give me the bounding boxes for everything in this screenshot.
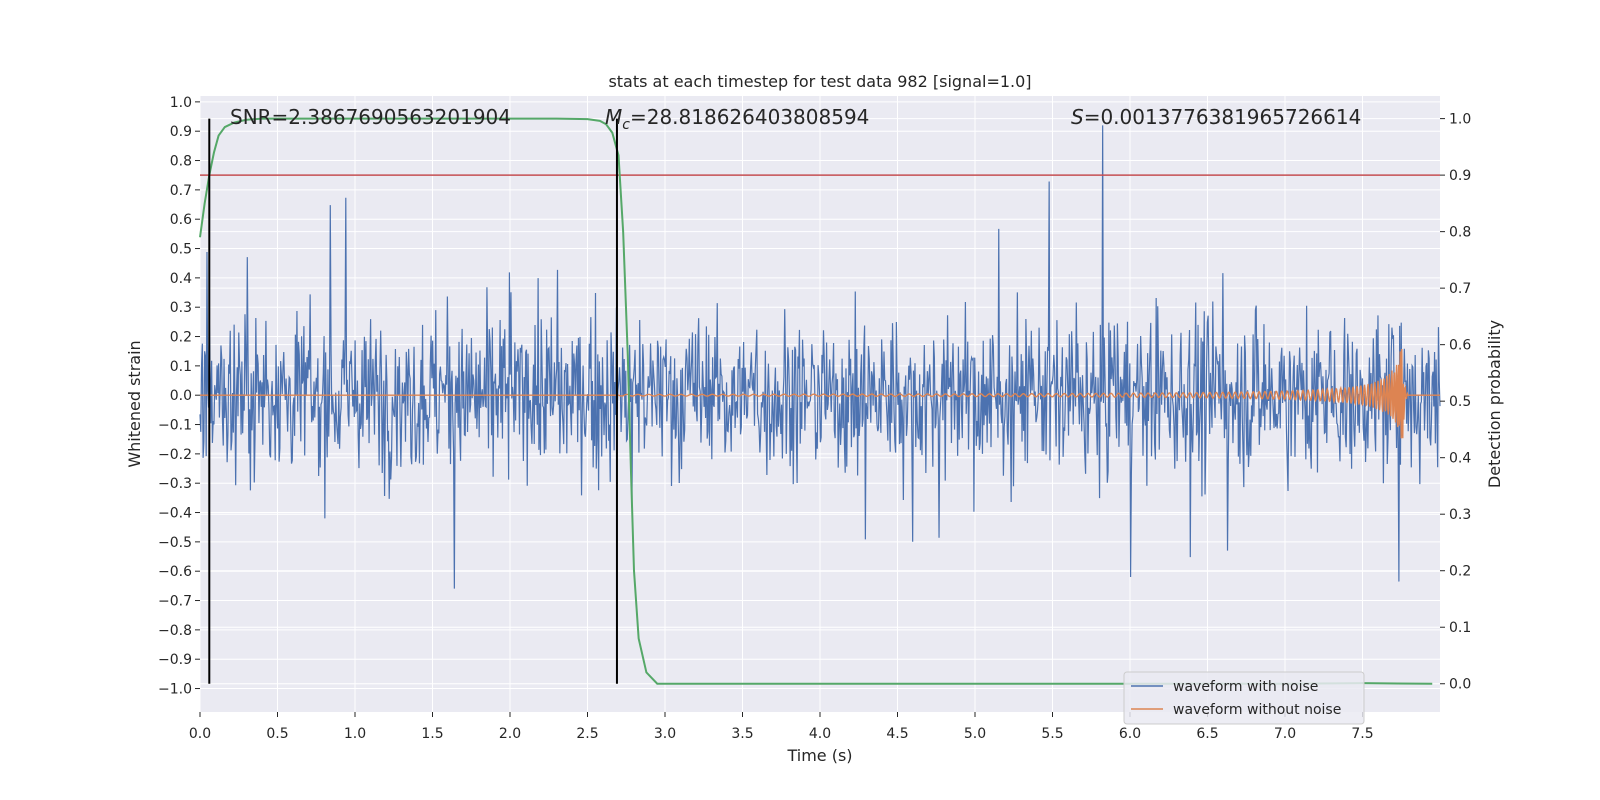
y-right-tick-label: 0.0 [1449, 677, 1471, 693]
y-tick-labels-right: 1.0 0.9 0.8 0.7 0.6 0.5 0.4 0.3 0.2 0.1 0.0 [1440, 112, 1471, 693]
x-tick-label: 1.0 [344, 726, 366, 742]
x-tick-label: 7.0 [1274, 726, 1296, 742]
series-waveform-with-noise [199, 125, 1441, 589]
y-tick-label: 0.9 [170, 124, 192, 140]
y-tick-label: −1.0 [158, 682, 192, 698]
chirp-mass-annotation: Mc=28.818626403808594 [605, 105, 869, 133]
series-detection-probability [199, 117, 1433, 685]
y-tick-label: 0.3 [170, 300, 192, 316]
y-axis-label-left: Whitened strain [125, 340, 144, 467]
y-tick-label: 0.6 [170, 212, 192, 228]
y-right-tick-label: 0.4 [1449, 451, 1471, 467]
detection-probability-path [199, 117, 1433, 685]
y-tick-label: −0.1 [158, 418, 192, 434]
x-tick-label: 3.5 [731, 726, 753, 742]
y-tick-label: −0.8 [158, 623, 192, 639]
y-right-tick-label: 0.9 [1449, 168, 1471, 184]
y-tick-label: 1.0 [170, 95, 192, 111]
s-annotation: S=0.0013776381965726614 [1071, 105, 1361, 129]
y-tick-label: 0.2 [170, 330, 192, 346]
y-tick-label: 0.1 [170, 359, 192, 375]
y-right-tick-label: 0.6 [1449, 338, 1471, 354]
y-right-tick-label: 1.0 [1449, 112, 1471, 128]
legend: waveform with noise waveform without noi… [1123, 671, 1365, 725]
y-right-tick-label: 0.3 [1449, 507, 1471, 523]
x-tick-label: 0.0 [189, 726, 211, 742]
x-tick-label: 7.5 [1351, 726, 1373, 742]
x-tick-label: 6.0 [1119, 726, 1141, 742]
noise-waveform-path [199, 125, 1441, 589]
y-tick-label: 0.8 [170, 154, 192, 170]
x-axis-label: Time (s) [786, 746, 852, 765]
x-tick-label: 5.0 [964, 726, 986, 742]
y-tick-label: 0.4 [170, 271, 192, 287]
legend-label-noise: waveform with noise [1173, 679, 1318, 695]
chirp-waveform-path [200, 348, 1440, 439]
chart-title: stats at each timestep for test data 982… [608, 72, 1031, 91]
y-tick-label: −0.3 [158, 476, 192, 492]
x-tick-label: 6.5 [1196, 726, 1218, 742]
x-tick-label: 1.5 [421, 726, 443, 742]
x-tick-label: 3.0 [654, 726, 676, 742]
x-tick-label: 2.5 [576, 726, 598, 742]
legend-box [1123, 671, 1365, 725]
x-tick-label: 4.5 [886, 726, 908, 742]
y-right-tick-label: 0.7 [1449, 281, 1471, 297]
y-tick-label: 0.0 [170, 388, 192, 404]
y-tick-label: 0.7 [170, 183, 192, 199]
vertical-markers [208, 118, 618, 684]
y-right-tick-label: 0.8 [1449, 225, 1471, 241]
legend-label-chirp: waveform without noise [1173, 702, 1341, 718]
y-tick-label: −0.4 [158, 506, 192, 522]
y-right-tick-label: 0.2 [1449, 564, 1471, 580]
x-tick-label: 2.0 [499, 726, 521, 742]
y-tick-label: −0.9 [158, 652, 192, 668]
y-axis-label-right: Detection probability [1485, 320, 1504, 488]
y-tick-label: −0.2 [158, 447, 192, 463]
series-waveform-without-noise [200, 348, 1440, 439]
x-tick-label: 5.5 [1041, 726, 1063, 742]
y-tick-labels-left: 1.0 0.9 0.8 0.7 0.6 0.5 0.4 0.3 0.2 0.1 0.0 −0.1 −0.… [158, 95, 200, 698]
x-tick-labels: 0.0 0.5 1.0 1.5 2.0 2.5 3.0 3.5 4.0 4.5 5.0 5.5 6.0 6… [189, 712, 1374, 742]
y-tick-label: 0.5 [170, 242, 192, 258]
x-tick-label: 4.0 [809, 726, 831, 742]
y-tick-label: −0.5 [158, 535, 192, 551]
y-tick-label: −0.7 [158, 594, 192, 610]
y-right-tick-label: 0.1 [1449, 620, 1471, 636]
y-tick-label: −0.6 [158, 564, 192, 580]
y-right-tick-label: 0.5 [1449, 394, 1471, 410]
snr-annotation: SNR=2.3867690563201904 [230, 105, 511, 129]
x-tick-label: 0.5 [266, 726, 288, 742]
